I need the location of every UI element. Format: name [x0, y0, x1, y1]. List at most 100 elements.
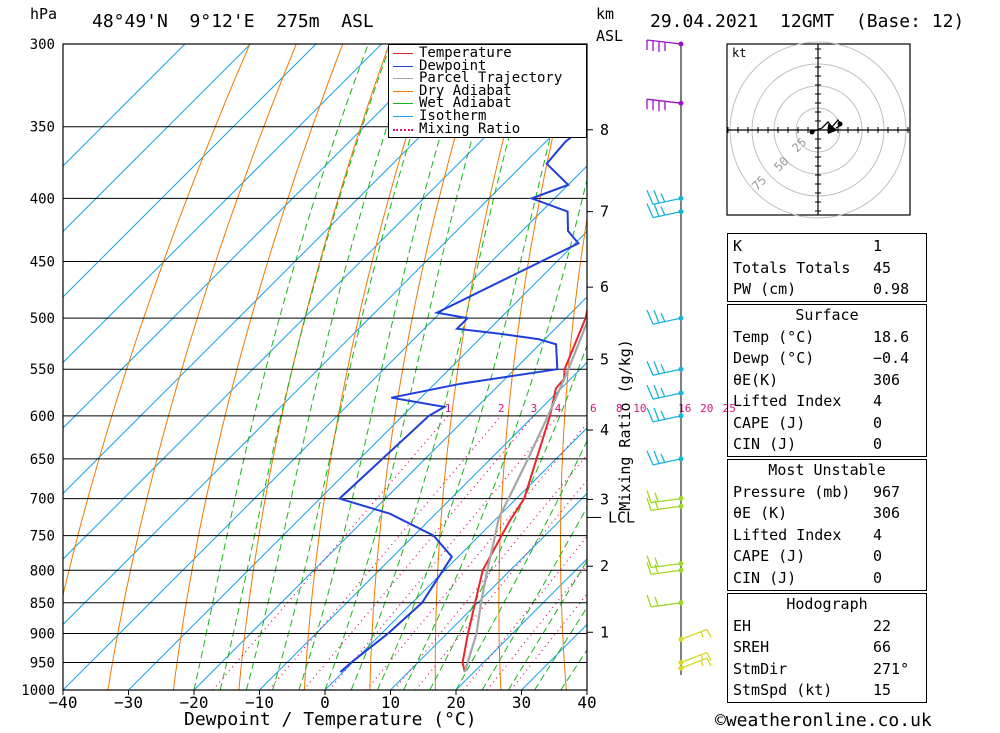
x-tick-label: 20: [446, 693, 465, 712]
dry-adiabat-line: [107, 44, 297, 690]
index-label: EH: [733, 616, 752, 635]
x-tick-label: −30: [114, 693, 143, 712]
pressure-tick-label: 700: [30, 492, 55, 508]
legend-swatch: [393, 90, 413, 92]
pressure-tick-label: 850: [30, 596, 55, 612]
mixing-ratio-value-label: 4: [555, 402, 562, 415]
mixing-ratio-axis-title: Mixing Ratio (g/kg): [616, 339, 634, 511]
wind-barb: [646, 98, 682, 112]
dry-adiabat-line: [678, 44, 714, 690]
x-tick-label: 0: [320, 693, 330, 712]
km-tick-label: 8: [600, 121, 609, 139]
dry-adiabat-line: [992, 44, 1000, 690]
isotherm-line: [63, 44, 317, 298]
index-value: 66: [873, 638, 892, 656]
wet-adiabat-line: [272, 44, 441, 690]
index-label: θE (K): [733, 504, 788, 522]
isotherm-line: [63, 44, 448, 429]
wind-barb: [646, 450, 682, 466]
wind-barb: [646, 594, 682, 608]
index-row: StmDir 271°: [728, 659, 926, 681]
pressure-tick-label: 500: [30, 311, 55, 327]
km-tick-label: 1: [600, 623, 609, 641]
hodograph-title: Hodograph: [786, 595, 868, 613]
mixing-ratio-value-label: 20: [700, 402, 713, 415]
wet-adiabat-line: [455, 439, 587, 690]
pressure-tick-label: 300: [30, 37, 55, 53]
wet-adiabat-line: [350, 44, 535, 690]
index-row: θE (K) 306: [728, 503, 926, 525]
hodograph-unit-label: kt: [732, 46, 746, 60]
legend-label: Parcel Trajectory: [419, 70, 563, 87]
asl-label: ASL: [596, 27, 624, 45]
index-label: StmSpd (kt): [733, 681, 833, 699]
wet-adiabat-line: [219, 44, 392, 690]
legend-entry: Mixing Ratio: [393, 121, 583, 137]
isotherm-line: [259, 361, 587, 690]
mixing-ratio-value-label: 25: [723, 402, 736, 415]
index-value: 271°: [873, 659, 910, 678]
x-tick-label: −10: [245, 693, 274, 712]
legend-label: Dewpoint: [419, 57, 487, 74]
dry-adiabat-line: [238, 44, 390, 690]
mixing-ratio-line: [365, 422, 587, 690]
wind-barb: [646, 407, 682, 423]
legend-entry: Wet Adiabat: [393, 95, 583, 111]
mixing-ratio-line: [268, 415, 502, 690]
isotherm-line: [63, 44, 579, 560]
wet-adiabat-line: [376, 44, 575, 690]
pressure-tick-label: 550: [30, 362, 55, 378]
wind-barb: [646, 203, 682, 219]
x-tick-label: −20: [180, 693, 209, 712]
index-value: 4: [873, 525, 883, 544]
legend-swatch: [393, 78, 413, 80]
isotherm-line: [128, 230, 587, 690]
wet-adiabat-line: [507, 559, 587, 690]
x-axis-title: Dewpoint / Temperature (°C): [184, 709, 477, 730]
pressure-tick-label: 650: [30, 452, 55, 468]
x-tick-label: 40: [577, 693, 596, 712]
isotherm-line: [63, 44, 186, 167]
isotherm-line: [63, 44, 382, 364]
legend-swatch: [393, 53, 413, 54]
datetime-title: 29.04.2021 12GMT (Base: 12): [650, 11, 965, 32]
legend-swatch: [393, 116, 413, 117]
pressure-tick-label: 600: [30, 409, 55, 425]
wet-adiabat-line: [193, 44, 369, 690]
mixing-ratio-line: [486, 563, 587, 690]
location-title: 48°49'N 9°12'E 275m ASL: [92, 11, 374, 32]
km-tick-label: 6: [600, 278, 609, 296]
wind-barb: [646, 39, 682, 52]
x-tick-label: 30: [512, 693, 531, 712]
km-tick-label: 7: [600, 203, 609, 221]
wind-barb: [646, 562, 682, 575]
index-label: CIN (J): [733, 435, 797, 453]
index-label: SREH: [733, 638, 770, 656]
index-row: Pressure (mb) 967: [728, 482, 926, 504]
index-row: EH 22: [728, 616, 926, 638]
wind-barb: [646, 360, 682, 376]
legend: Temperature Dewpoint Parcel Trajectory Dry …: [388, 44, 587, 138]
wind-barb: [646, 309, 682, 325]
legend-entry: Dry Adiabat: [393, 83, 583, 99]
index-label: θE(K): [733, 370, 779, 389]
indices-top-table: K 1 Totals Totals 45 PW (cm) 0.98: [727, 233, 927, 302]
wind-barb: [646, 555, 682, 569]
index-value: −0.4: [873, 349, 910, 367]
index-value: 306: [873, 504, 901, 522]
surface-table: Surface Temp (°C) 18.6 Dewp (°C) −0.4 θE(K) 3…: [727, 304, 927, 457]
index-value: 15: [873, 681, 892, 699]
index-row: Dewp (°C) −0.4: [728, 348, 926, 370]
mixing-ratio-value-label: 16: [678, 402, 691, 415]
index-row: CAPE (J) 0: [728, 413, 926, 435]
mixing-ratio-value-label: 6: [590, 402, 597, 415]
mixing-ratio-value-label: 8: [616, 402, 623, 415]
isotherm-line: [63, 44, 251, 233]
pressure-tick-label: 750: [30, 529, 55, 545]
wet-adiabat-line: [245, 44, 416, 690]
isotherm-line: [63, 44, 513, 495]
mixing-ratio-value-label: 2: [498, 402, 505, 415]
pressure-tick-label: 400: [30, 191, 55, 207]
index-label: Lifted Index: [733, 392, 842, 410]
legend-label: Temperature: [419, 45, 512, 61]
